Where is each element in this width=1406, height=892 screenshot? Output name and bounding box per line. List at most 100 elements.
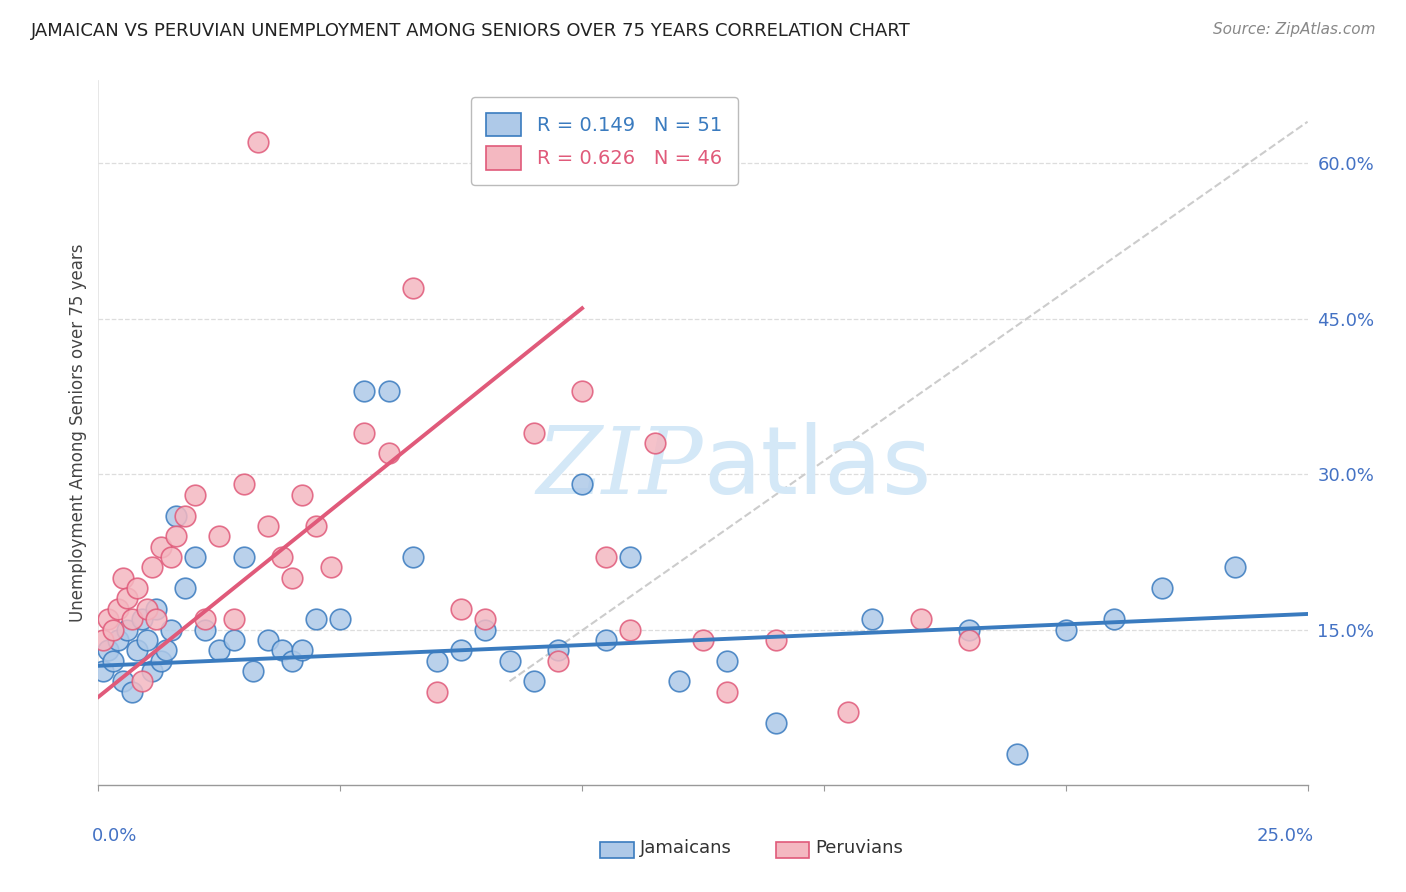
Text: 25.0%: 25.0% — [1257, 827, 1313, 846]
Point — [765, 632, 787, 647]
Point — [1223, 560, 1246, 574]
Point — [222, 632, 245, 647]
Point — [165, 508, 187, 523]
Point — [450, 643, 472, 657]
Point — [155, 643, 177, 657]
Point — [319, 560, 342, 574]
Y-axis label: Unemployment Among Seniors over 75 years: Unemployment Among Seniors over 75 years — [69, 244, 87, 622]
Point — [281, 654, 304, 668]
Legend: R = 0.149   N = 51, R = 0.626   N = 46: R = 0.149 N = 51, R = 0.626 N = 46 — [471, 97, 738, 186]
Point — [426, 684, 449, 698]
Point — [160, 549, 183, 564]
Point — [271, 643, 294, 657]
Point — [174, 581, 197, 595]
Point — [353, 384, 375, 399]
Point — [957, 632, 980, 647]
Point — [160, 623, 183, 637]
Point — [377, 446, 399, 460]
Point — [208, 529, 231, 543]
Point — [208, 643, 231, 657]
Point — [619, 549, 641, 564]
Point — [957, 623, 980, 637]
Point — [474, 623, 496, 637]
Point — [498, 654, 520, 668]
Point — [121, 684, 143, 698]
Point — [184, 549, 207, 564]
Point — [111, 674, 134, 689]
Point — [329, 612, 352, 626]
Point — [644, 436, 666, 450]
Point — [281, 571, 304, 585]
Point — [474, 612, 496, 626]
Point — [523, 674, 546, 689]
Point — [97, 643, 120, 657]
Point — [247, 136, 270, 150]
Point — [232, 477, 254, 491]
Point — [1007, 747, 1029, 761]
Point — [402, 549, 425, 564]
Bar — [600, 842, 634, 857]
Point — [121, 612, 143, 626]
Point — [450, 601, 472, 615]
Point — [571, 477, 593, 491]
Point — [290, 643, 312, 657]
Point — [194, 623, 217, 637]
Point — [131, 674, 153, 689]
Point — [141, 560, 163, 574]
Point — [150, 540, 173, 554]
Point — [571, 384, 593, 399]
Point — [232, 549, 254, 564]
Text: JAMAICAN VS PERUVIAN UNEMPLOYMENT AMONG SENIORS OVER 75 YEARS CORRELATION CHART: JAMAICAN VS PERUVIAN UNEMPLOYMENT AMONG … — [31, 22, 911, 40]
Point — [271, 549, 294, 564]
Point — [1152, 581, 1174, 595]
Point — [692, 632, 714, 647]
Point — [426, 654, 449, 668]
Point — [150, 654, 173, 668]
Point — [668, 674, 690, 689]
Point — [127, 581, 149, 595]
Point — [353, 425, 375, 440]
Point — [402, 280, 425, 294]
Text: 0.0%: 0.0% — [93, 827, 138, 846]
Point — [377, 384, 399, 399]
Point — [127, 643, 149, 657]
Point — [145, 601, 167, 615]
Point — [242, 664, 264, 678]
Point — [305, 612, 328, 626]
Text: Jamaicans: Jamaicans — [640, 839, 733, 857]
Point — [91, 664, 114, 678]
Point — [107, 632, 129, 647]
Point — [256, 519, 278, 533]
Point — [184, 488, 207, 502]
Point — [910, 612, 932, 626]
Point — [107, 601, 129, 615]
Point — [135, 632, 157, 647]
Point — [135, 601, 157, 615]
Point — [860, 612, 883, 626]
Point — [837, 706, 859, 720]
Point — [716, 654, 738, 668]
Point — [145, 612, 167, 626]
Point — [765, 715, 787, 730]
Point — [1102, 612, 1125, 626]
Point — [101, 623, 124, 637]
Point — [1054, 623, 1077, 637]
Point — [117, 623, 139, 637]
Text: Peruvians: Peruvians — [815, 839, 903, 857]
Text: ZIP: ZIP — [536, 423, 703, 513]
Point — [101, 654, 124, 668]
Point — [131, 612, 153, 626]
Point — [547, 643, 569, 657]
Point — [117, 591, 139, 606]
Point — [174, 508, 197, 523]
Point — [256, 632, 278, 647]
Point — [222, 612, 245, 626]
Point — [619, 623, 641, 637]
Point — [165, 529, 187, 543]
Text: atlas: atlas — [703, 422, 931, 514]
Point — [305, 519, 328, 533]
Point — [523, 425, 546, 440]
Point — [595, 632, 617, 647]
Point — [547, 654, 569, 668]
Point — [111, 571, 134, 585]
